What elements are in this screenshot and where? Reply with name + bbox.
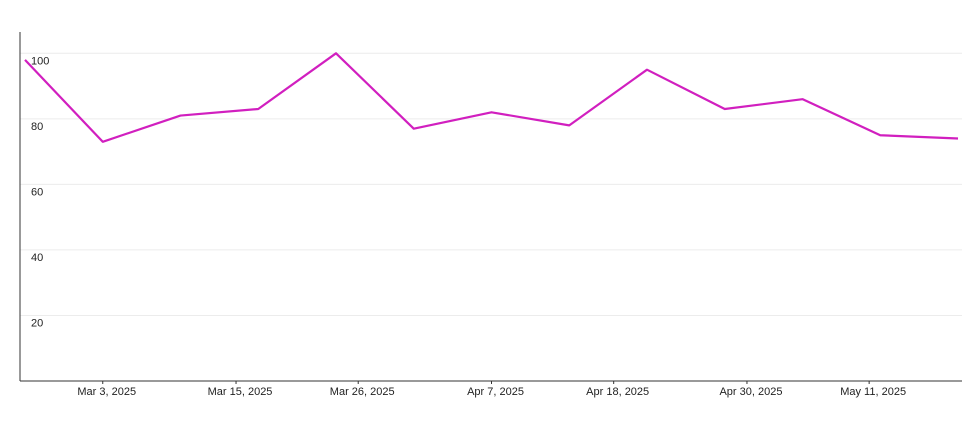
x-tick-label: Mar 3, 2025	[77, 386, 136, 398]
x-tick-label: Mar 15, 2025	[208, 386, 273, 398]
x-tick-label: Mar 26, 2025	[330, 386, 395, 398]
x-tick-label: Apr 7, 2025	[467, 386, 524, 398]
y-tick-label: 20	[31, 317, 43, 329]
y-tick-label: 40	[31, 252, 43, 264]
x-tick-label: Apr 18, 2025	[586, 386, 649, 398]
y-tick-label: 100	[31, 55, 49, 67]
y-tick-label: 60	[31, 186, 43, 198]
y-tick-label: 80	[31, 121, 43, 133]
line-series	[24, 52, 959, 143]
x-tick-label: Apr 30, 2025	[719, 386, 782, 398]
x-tick-label: May 11, 2025	[840, 386, 906, 398]
